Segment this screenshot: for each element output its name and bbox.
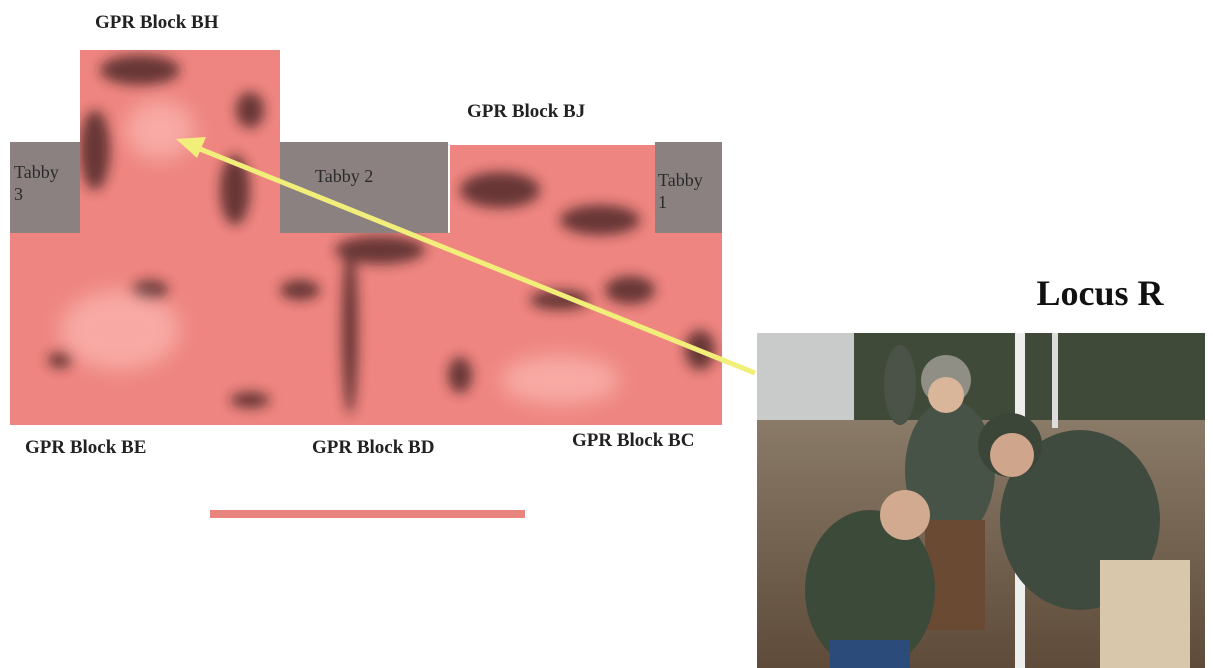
block-label: GPR Block BE	[25, 437, 146, 458]
block-label: GPR Block BH	[95, 12, 219, 33]
tabby-label: 3	[14, 184, 23, 204]
block-label: GPR Block BJ	[467, 101, 585, 122]
gpr-strip	[210, 510, 525, 518]
tabby-label: Tabby 2	[315, 166, 373, 186]
photo-title: Locus R	[1036, 273, 1164, 313]
block-label: GPR Block BD	[312, 437, 434, 458]
figure: Tabby 3 Tabby 2 Tabby 1 GPR Block BH GPR…	[0, 0, 1213, 668]
block-label: GPR Block BC	[572, 430, 694, 451]
photo	[757, 333, 1205, 668]
gpr-map	[0, 40, 730, 440]
tabby-block	[280, 142, 448, 233]
tabby-label: 1	[658, 192, 667, 212]
tabby-label: Tabby	[14, 162, 59, 182]
tabby-label: Tabby	[658, 170, 703, 190]
